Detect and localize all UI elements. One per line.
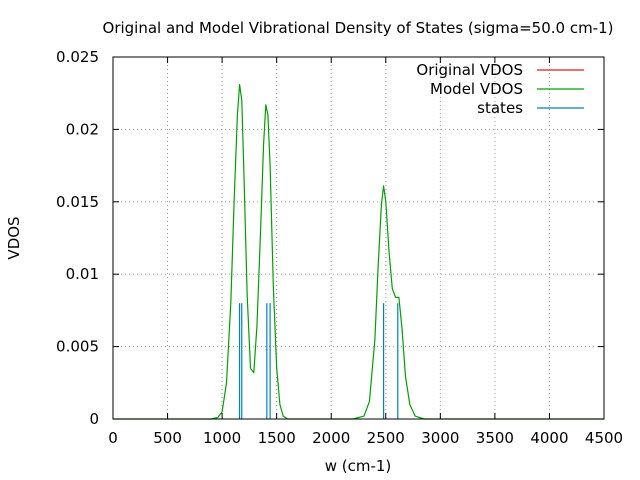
x-tick-label: 0	[108, 429, 118, 447]
x-tick-label: 1500	[258, 429, 296, 447]
y-tick-label: 0.015	[56, 193, 99, 211]
y-tick-label: 0.01	[66, 265, 99, 283]
x-tick-label: 4000	[530, 429, 568, 447]
y-tick-label: 0	[89, 410, 99, 428]
plot-frame	[112, 56, 605, 420]
y-tick-label: 0.005	[56, 338, 99, 356]
chart-title: Original and Model Vibrational Density o…	[103, 19, 614, 37]
legend-label: Model VDOS	[430, 80, 523, 98]
y-tick-label: 0.025	[56, 48, 99, 66]
grid	[113, 57, 604, 419]
legend-label: states	[477, 99, 523, 117]
legend-label: Original VDOS	[416, 61, 523, 79]
y-axis-label: VDOS	[5, 216, 23, 259]
x-tick-label: 3000	[421, 429, 459, 447]
series-line-model-vdos	[113, 83, 604, 420]
x-tick-label: 2500	[367, 429, 405, 447]
x-axis-label: w (cm-1)	[325, 457, 392, 475]
series-layer	[113, 83, 604, 420]
x-tick-label: 4500	[585, 429, 623, 447]
x-tick-label: 2000	[312, 429, 350, 447]
axis-ticks: 0 500 1000 1500 2000 2500 3000 3500 4000 4500 0 0.0…	[56, 48, 623, 447]
x-tick-label: 500	[153, 429, 182, 447]
y-tick-label: 0.02	[66, 120, 99, 138]
x-tick-label: 3500	[476, 429, 514, 447]
x-tick-label: 1000	[203, 429, 241, 447]
